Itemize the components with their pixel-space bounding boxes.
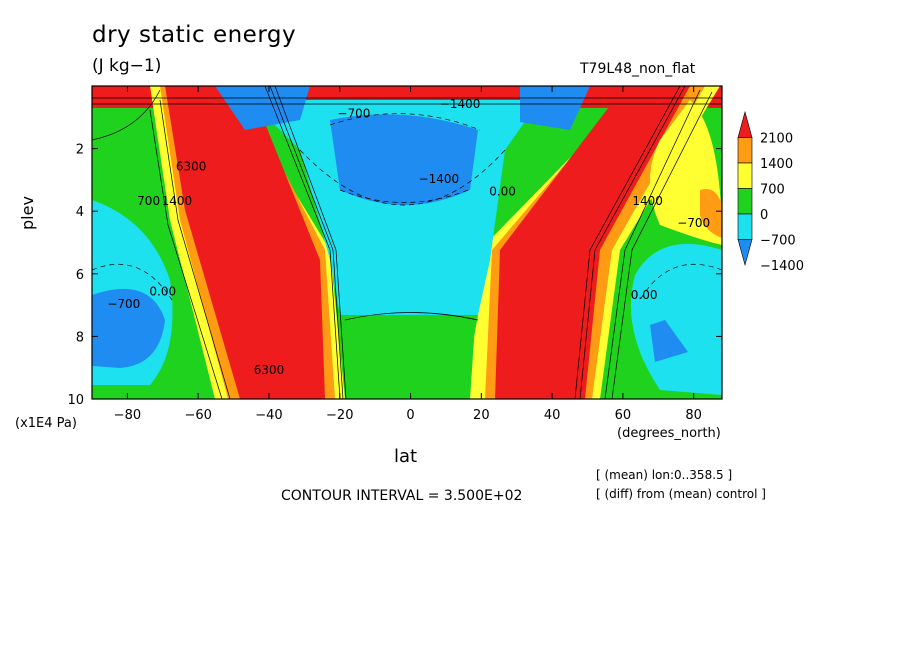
y-axis-ticks: 2 4 6 8 10: [67, 143, 722, 408]
x-tick-label: −40: [255, 408, 282, 423]
contour-label: −700: [337, 106, 370, 120]
field-east-jet: [495, 86, 690, 399]
contour-label: −1400: [419, 172, 460, 186]
contour-label: 1400: [162, 194, 193, 208]
field-top-cold-west: [215, 86, 310, 130]
colorbar-bottom-cap: [737, 239, 753, 267]
contour-interval: CONTOUR INTERVAL = 3.500E+02: [281, 488, 523, 504]
colorbar-segment: [737, 162, 753, 189]
contour-label: 700: [137, 194, 160, 208]
y-tick-label: 10: [67, 393, 84, 408]
contour-label: 6300: [176, 160, 207, 174]
x-tick-label: 80: [685, 408, 702, 423]
colorbar-segment: [737, 137, 753, 164]
y-tick-label: 4: [76, 205, 84, 220]
colorbar-segment: [737, 188, 753, 215]
contour-label: 0.00: [489, 185, 516, 199]
contour-labels: −700−1400−14000.00−70063001400700−7000.0…: [107, 97, 710, 377]
x-tick-label: 20: [473, 408, 490, 423]
colorbar-label: 1400: [760, 157, 793, 172]
x-tick-label: −80: [114, 408, 141, 423]
contour-label: 0.00: [631, 288, 658, 302]
x-axis-units: (degrees_north): [617, 426, 721, 441]
dataset-label: T79L48_non_flat: [580, 61, 696, 77]
contour-label: −700: [677, 216, 710, 230]
field-top-cold-east: [520, 86, 590, 130]
colorbar-label: 0: [760, 208, 768, 223]
field-tropics-lower: [340, 315, 478, 399]
colorbar: 2100 1400 700 0 −700 −1400: [737, 110, 804, 274]
x-tick-label: 60: [615, 408, 632, 423]
colorbar-top-cap: [737, 110, 753, 138]
field-north-lobe-core: [700, 189, 722, 238]
colorbar-label: −1400: [760, 259, 804, 274]
chart-title: dry static energy: [92, 22, 297, 48]
colorbar-label: 700: [760, 183, 785, 198]
contour-label: −1400: [440, 97, 481, 111]
contour-lines: [92, 86, 722, 399]
x-axis-label: lat: [394, 446, 418, 467]
y-tick-label: 8: [76, 330, 84, 345]
contour-label: −700: [107, 297, 140, 311]
contour-label: 0.00: [149, 285, 176, 299]
contour-label: 1400: [632, 194, 663, 208]
x-tick-label: 40: [544, 408, 561, 423]
diff-note: [ (diff) from (mean) control ]: [596, 487, 766, 501]
chart-units: (J kg−1): [92, 56, 162, 76]
y-tick-label: 2: [76, 143, 84, 158]
x-axis-ticks: −80 −60 −40 −20 0 20 40 60 80: [114, 86, 702, 423]
y-tick-label: 6: [76, 268, 84, 283]
x-tick-label: −20: [326, 408, 353, 423]
mean-note: [ (mean) lon:0..358.5 ]: [596, 468, 733, 482]
x-tick-label: 0: [406, 408, 414, 423]
contour-fill: [92, 86, 722, 399]
field-west-jet: [165, 86, 325, 399]
colorbar-segment: [737, 213, 753, 240]
field-tropics-core: [330, 114, 478, 205]
colorbar-label: −700: [760, 234, 796, 249]
plot-frame: [91, 85, 723, 400]
field-south-pool-core: [92, 288, 165, 368]
colorbar-label: 2100: [760, 132, 793, 147]
x-tick-label: −60: [184, 408, 211, 423]
field-north-pool-core: [650, 320, 688, 362]
contour-label: 6300: [254, 363, 285, 377]
y-axis-units: (x1E4 Pa): [15, 416, 77, 431]
